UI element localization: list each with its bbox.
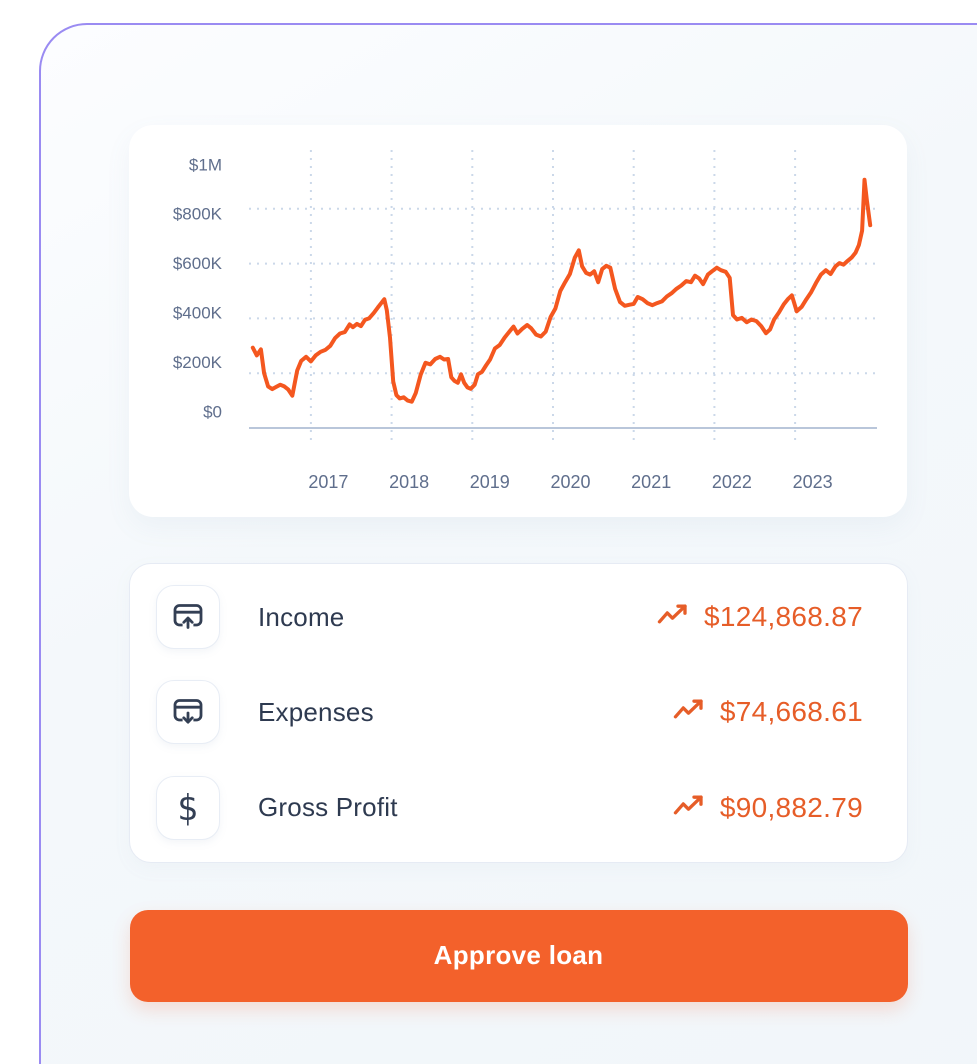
income-label: Income: [258, 601, 345, 632]
chart-gridlines: [249, 149, 877, 440]
svg-text:$400K: $400K: [173, 303, 223, 322]
svg-text:$200K: $200K: [173, 353, 223, 372]
expenses-label: Expenses: [258, 696, 374, 727]
svg-text:$1M: $1M: [189, 155, 222, 174]
expenses-icon-box: [156, 680, 220, 745]
revenue-line-series: [250, 177, 873, 404]
stat-row-gross-profit: $ Gross Profit $90,882.79: [156, 760, 863, 855]
svg-text:2017: 2017: [308, 472, 348, 492]
svg-text:2018: 2018: [389, 472, 429, 492]
svg-text:$800K: $800K: [173, 204, 223, 223]
svg-text:$0: $0: [203, 402, 222, 421]
income-value: $124,868.87: [703, 601, 863, 633]
approve-loan-button[interactable]: Approve loan: [129, 909, 908, 1002]
y-axis-tick-labels: $1M $800K $600K $400K $200K $0: [173, 155, 223, 421]
card-arrow-down-icon: [170, 692, 206, 733]
trend-up-icon: [673, 697, 705, 727]
stats-card: Income $124,868.87: [129, 562, 908, 863]
revenue-history-chart: $1M $800K $600K $400K $200K $0 2017 2018 2019 202…: [173, 149, 877, 492]
stat-row-expenses: Expenses $74,668.61: [156, 665, 863, 760]
dollar-sign-icon: $: [177, 786, 199, 829]
gross-profit-value: $90,882.79: [719, 791, 863, 823]
trend-up-icon: [673, 793, 705, 823]
x-axis-tick-labels: 2017 2018 2019 2020 2021 2022 2023: [308, 472, 832, 492]
svg-text:2019: 2019: [470, 472, 510, 492]
income-icon-box: [156, 585, 220, 650]
svg-text:2021: 2021: [631, 472, 671, 492]
gross-profit-label: Gross Profit: [258, 792, 398, 823]
trend-up-icon: [657, 602, 689, 632]
card-arrow-up-icon: [170, 597, 206, 638]
gross-profit-icon-box: $: [156, 775, 220, 840]
svg-text:$600K: $600K: [173, 254, 223, 273]
svg-text:2022: 2022: [712, 472, 752, 492]
expenses-value: $74,668.61: [719, 696, 863, 728]
chart-card: $1M $800K $600K $400K $200K $0 2017 2018 2019 202…: [129, 124, 907, 517]
svg-text:2023: 2023: [793, 472, 833, 492]
svg-text:2020: 2020: [550, 472, 590, 492]
loan-review-panel: $1M $800K $600K $400K $200K $0 2017 2018 2019 202…: [39, 23, 977, 1064]
stat-row-income: Income $124,868.87: [156, 570, 863, 665]
